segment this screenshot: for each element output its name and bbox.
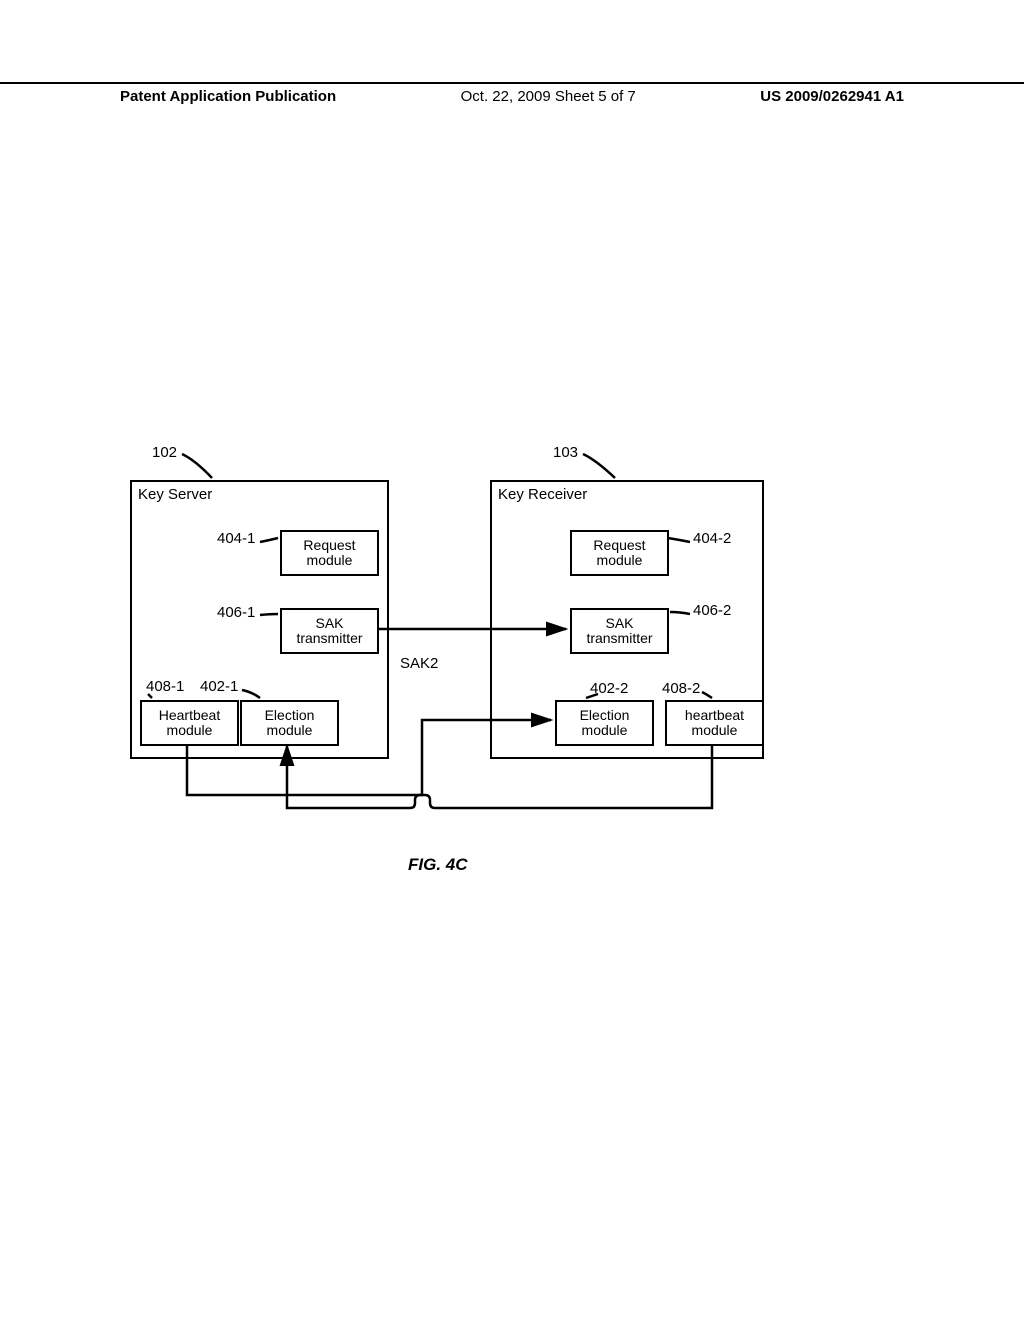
ks-heartbeat-bot: module <box>167 723 213 738</box>
kr-election-module: Election module <box>555 700 654 746</box>
kr-election-bot: module <box>582 723 628 738</box>
kr-heartbeat-bot: module <box>692 723 738 738</box>
kr-request-bot: module <box>597 553 643 568</box>
ks-sak-bot: transmitter <box>296 631 362 646</box>
kr-sak-module: SAK transmitter <box>570 608 669 654</box>
ref-402-1: 402-1 <box>200 678 238 695</box>
ks-election-top: Election <box>265 708 315 723</box>
ref-102: 102 <box>152 444 177 461</box>
key-server-title: Key Server <box>138 486 212 503</box>
ks-sak-module: SAK transmitter <box>280 608 379 654</box>
ref-402-2: 402-2 <box>590 680 628 697</box>
ks-request-module: Request module <box>280 530 379 576</box>
ks-heartbeat-top: Heartbeat <box>159 708 220 723</box>
ref-406-1: 406-1 <box>217 604 255 621</box>
ref-408-2: 408-2 <box>662 680 700 697</box>
kr-request-top: Request <box>593 538 645 553</box>
ks-election-bot: module <box>267 723 313 738</box>
ks-heartbeat-module: Heartbeat module <box>140 700 239 746</box>
ref-408-1: 408-1 <box>146 678 184 695</box>
kr-sak-top: SAK <box>605 616 633 631</box>
page-header: Patent Application Publication Oct. 22, … <box>0 82 1024 105</box>
ks-request-top: Request <box>303 538 355 553</box>
ref-406-2: 406-2 <box>693 602 731 619</box>
ref-404-1: 404-1 <box>217 530 255 547</box>
figure-label: FIG. 4C <box>408 855 468 875</box>
ks-election-module: Election module <box>240 700 339 746</box>
kr-election-top: Election <box>580 708 630 723</box>
kr-sak-bot: transmitter <box>586 631 652 646</box>
ks-request-bot: module <box>307 553 353 568</box>
kr-heartbeat-top: heartbeat <box>685 708 744 723</box>
ref-103: 103 <box>553 444 578 461</box>
header-right: US 2009/0262941 A1 <box>760 88 904 105</box>
ks-sak-top: SAK <box>315 616 343 631</box>
header-left: Patent Application Publication <box>120 88 336 105</box>
kr-request-module: Request module <box>570 530 669 576</box>
sak2-label: SAK2 <box>400 655 438 672</box>
ref-404-2: 404-2 <box>693 530 731 547</box>
kr-heartbeat-module: heartbeat module <box>665 700 764 746</box>
key-receiver-title: Key Receiver <box>498 486 587 503</box>
header-mid: Oct. 22, 2009 Sheet 5 of 7 <box>461 88 636 105</box>
